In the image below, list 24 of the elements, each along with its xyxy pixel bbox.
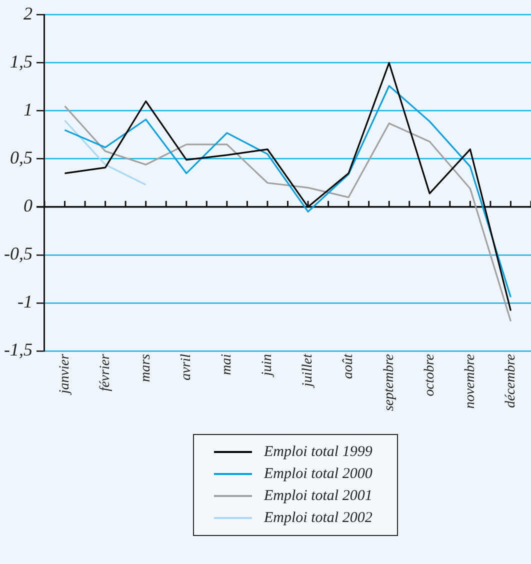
legend-label: Emploi total 2002	[264, 510, 372, 526]
x-tick-label: avril	[179, 354, 194, 380]
y-tick-label: -1,5	[4, 340, 32, 360]
x-tick-label: octobre	[422, 354, 438, 396]
y-tick-label: 0	[23, 196, 32, 216]
y-tick-label: -1	[17, 292, 32, 312]
y-tick-label: -0,5	[4, 244, 32, 264]
y-tick-label: 1	[23, 100, 32, 120]
x-tick-label: décembre	[503, 354, 518, 408]
x-tick-label: janvier	[57, 353, 72, 396]
x-tick-label: février	[98, 353, 113, 392]
x-tick-label: août	[341, 352, 356, 379]
x-tick-label: juillet	[300, 352, 316, 389]
x-tick-label: juin	[260, 354, 276, 378]
legend-label: Emploi total 1999	[264, 444, 372, 460]
x-tick-label: novembre	[462, 354, 478, 409]
y-tick-label: 2	[23, 4, 32, 24]
legend-label: Emploi total 2000	[264, 466, 372, 482]
y-tick-label: 0,5	[10, 148, 32, 168]
x-tick-label: septembre	[382, 354, 397, 412]
legend-label: Emploi total 2001	[264, 488, 372, 504]
y-tick-label: 1,5	[10, 52, 32, 72]
x-tick-label: mai	[220, 354, 235, 375]
x-tick-label: mars	[138, 353, 154, 382]
